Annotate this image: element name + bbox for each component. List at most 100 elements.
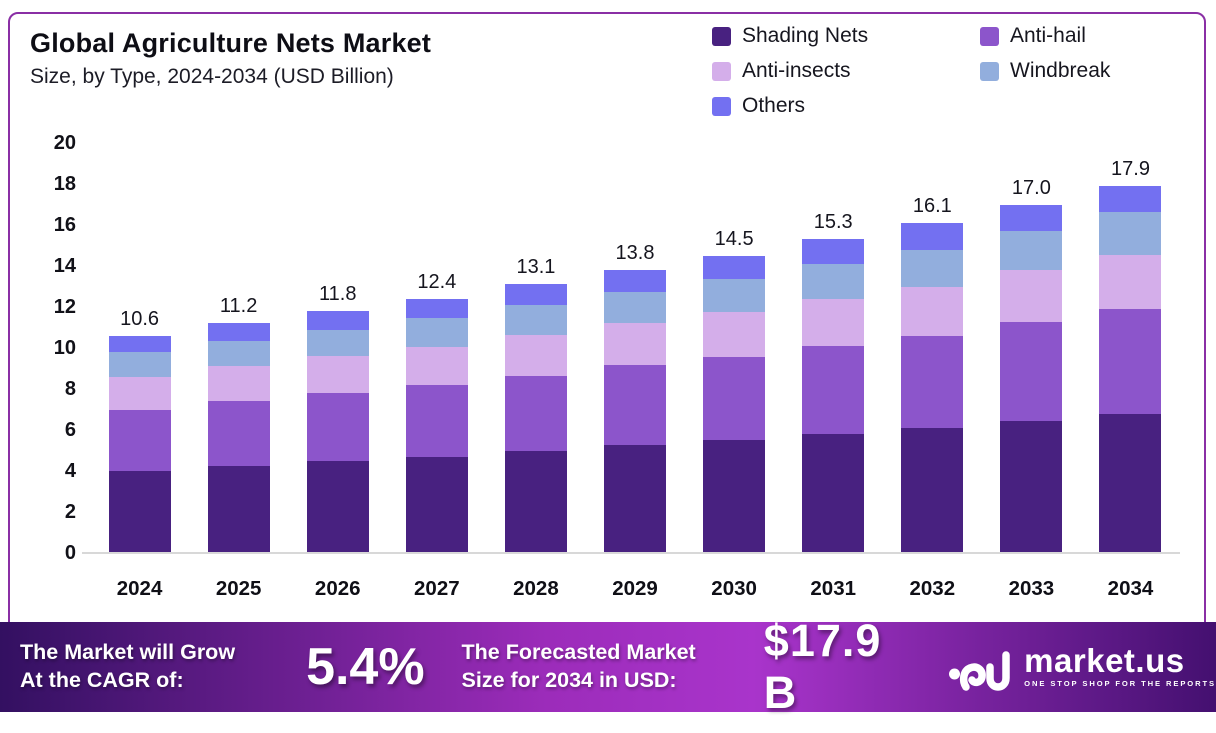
bar-segment-anti-insects xyxy=(802,298,865,346)
bar-segment-shading-nets xyxy=(901,427,964,553)
bar-total-label: 15.3 xyxy=(813,211,853,234)
bar-segment-shading-nets xyxy=(207,465,270,553)
bar-segment-anti-hail xyxy=(1000,322,1063,421)
bar-segment-windbreak xyxy=(901,249,964,287)
bar-group-2025: 11.2 xyxy=(189,143,288,553)
legend-label: Others xyxy=(742,94,806,117)
bar-total-label: 13.8 xyxy=(615,242,655,265)
bar-segment-others xyxy=(901,222,964,250)
bar-group-2024: 10.6 xyxy=(90,143,189,553)
x-axis-label-2029: 2029 xyxy=(612,577,658,600)
bar-total-label: 14.5 xyxy=(714,227,754,250)
bar-segment-shading-nets xyxy=(405,456,468,553)
x-axis-label-2025: 2025 xyxy=(215,577,262,600)
bar-total-label: 13.1 xyxy=(516,256,556,279)
bar-segment-shading-nets xyxy=(1000,420,1063,553)
legend-item-others: Others xyxy=(712,94,980,118)
bar-segment-shading-nets xyxy=(604,445,667,553)
x-axis-label-2026: 2026 xyxy=(314,577,361,600)
x-axis-baseline xyxy=(82,552,1180,554)
bar-segment-windbreak xyxy=(703,279,766,313)
bar-segment-anti-hail xyxy=(604,365,667,446)
bar-group-2029: 13.8 xyxy=(585,143,684,553)
bar-group-2028: 13.1 xyxy=(486,143,585,553)
forecast-label-line2: Size for 2034 in USD: xyxy=(461,668,677,692)
bar-segment-anti-hail xyxy=(504,375,567,451)
legend-item-anti-hail: Anti-hail xyxy=(980,24,1110,48)
bar-stack xyxy=(504,284,567,553)
bar-total-label: 11.2 xyxy=(219,295,258,318)
y-tick-label: 2 xyxy=(64,501,76,523)
x-axis-label-2028: 2028 xyxy=(513,577,559,600)
bar-segment-shading-nets xyxy=(504,450,567,553)
y-tick-label: 14 xyxy=(53,255,76,277)
y-tick-label: 18 xyxy=(53,173,76,195)
chart-subtitle: Size, by Type, 2024-2034 (USD Billion) xyxy=(30,65,394,88)
legend-label: Anti-hail xyxy=(1010,24,1086,47)
legend-item-anti-insects: Anti-insects xyxy=(712,59,980,83)
bar-segment-others xyxy=(108,335,171,353)
bar-stack xyxy=(703,255,766,553)
legend-item-windbreak: Windbreak xyxy=(980,59,1110,83)
bar-total-label: 17.0 xyxy=(1011,176,1051,199)
legend-label: Anti-insects xyxy=(742,59,851,82)
legend-label: Shading Nets xyxy=(742,24,869,47)
bars-row: 10.6 11.2 11.8 12.4 13.1 13.8 14.5 15.3 16.1 17.0… xyxy=(90,143,1180,553)
bar-segment-anti-insects xyxy=(207,366,270,402)
bar-segment-others xyxy=(1099,186,1162,212)
y-tick-label: 16 xyxy=(53,214,76,236)
bar-group-2026: 11.8 xyxy=(288,143,387,553)
cagr-label-line2: At the CAGR of: xyxy=(20,668,184,692)
bar-group-2031: 15.3 xyxy=(784,143,883,553)
bar-total-label: 12.4 xyxy=(417,270,457,293)
bar-stack xyxy=(1099,186,1162,553)
bar-segment-anti-hail xyxy=(802,345,865,435)
bar-segment-windbreak xyxy=(1099,211,1162,255)
bar-stack xyxy=(108,335,171,553)
bar-segment-anti-hail xyxy=(108,409,171,471)
bar-group-2032: 16.1 xyxy=(883,143,982,553)
bar-segment-shading-nets xyxy=(802,434,865,553)
bar-segment-anti-insects xyxy=(108,376,171,410)
x-axis-label-2032: 2032 xyxy=(909,577,956,600)
title-block: Global Agriculture Nets Market Size, by … xyxy=(30,28,431,89)
x-axis-label-2031: 2031 xyxy=(810,577,856,600)
forecast-value: $17.9 B xyxy=(763,615,882,718)
bar-segment-windbreak xyxy=(802,263,865,299)
bar-total-label: 17.9 xyxy=(1111,158,1150,181)
brand-name: market.us xyxy=(1024,642,1185,679)
bar-segment-windbreak xyxy=(604,291,667,324)
cagr-label-line1: The Market will Grow xyxy=(20,640,236,665)
bar-segment-others xyxy=(604,270,667,292)
bar-segment-windbreak xyxy=(504,304,567,335)
y-tick-label: 20 xyxy=(53,132,76,154)
bar-stack xyxy=(802,239,865,553)
bar-segment-anti-insects xyxy=(901,286,964,336)
bar-group-2027: 12.4 xyxy=(387,143,486,553)
y-tick-label: 10 xyxy=(53,337,76,359)
x-axis-label-2027: 2027 xyxy=(414,577,460,600)
bar-segment-others xyxy=(802,239,865,264)
bar-segment-anti-insects xyxy=(1099,254,1162,310)
bar-segment-others xyxy=(405,298,468,319)
legend-swatch-windbreak xyxy=(980,61,999,81)
y-tick-label: 6 xyxy=(64,419,76,441)
chart-legend: Shading Nets Anti-hail Anti-insects Windbre… xyxy=(712,24,1110,118)
x-axis-label-2030: 2030 xyxy=(711,577,757,600)
plot-area: 10.6 11.2 11.8 12.4 13.1 13.8 14.5 15.3 16.1 17.0… xyxy=(82,143,1180,554)
brand-tagline: ONE STOP SHOP FOR THE REPORTS xyxy=(1024,679,1216,688)
legend-swatch-shading-nets xyxy=(712,26,731,46)
legend-item-shading-nets: Shading Nets xyxy=(712,24,980,48)
x-axis-label-2033: 2033 xyxy=(1008,577,1055,600)
bar-segment-shading-nets xyxy=(108,471,171,553)
bar-segment-anti-insects xyxy=(703,312,766,358)
y-tick-label: 4 xyxy=(64,460,76,482)
bar-segment-anti-hail xyxy=(306,393,369,461)
cagr-value: 5.4% xyxy=(306,638,425,696)
bar-segment-others xyxy=(703,255,766,280)
bar-stack xyxy=(604,270,667,553)
cagr-banner: The Market will Grow At the CAGR of: 5.4… xyxy=(0,615,1216,718)
bar-stack xyxy=(306,311,369,553)
legend-label: Windbreak xyxy=(1010,59,1111,82)
